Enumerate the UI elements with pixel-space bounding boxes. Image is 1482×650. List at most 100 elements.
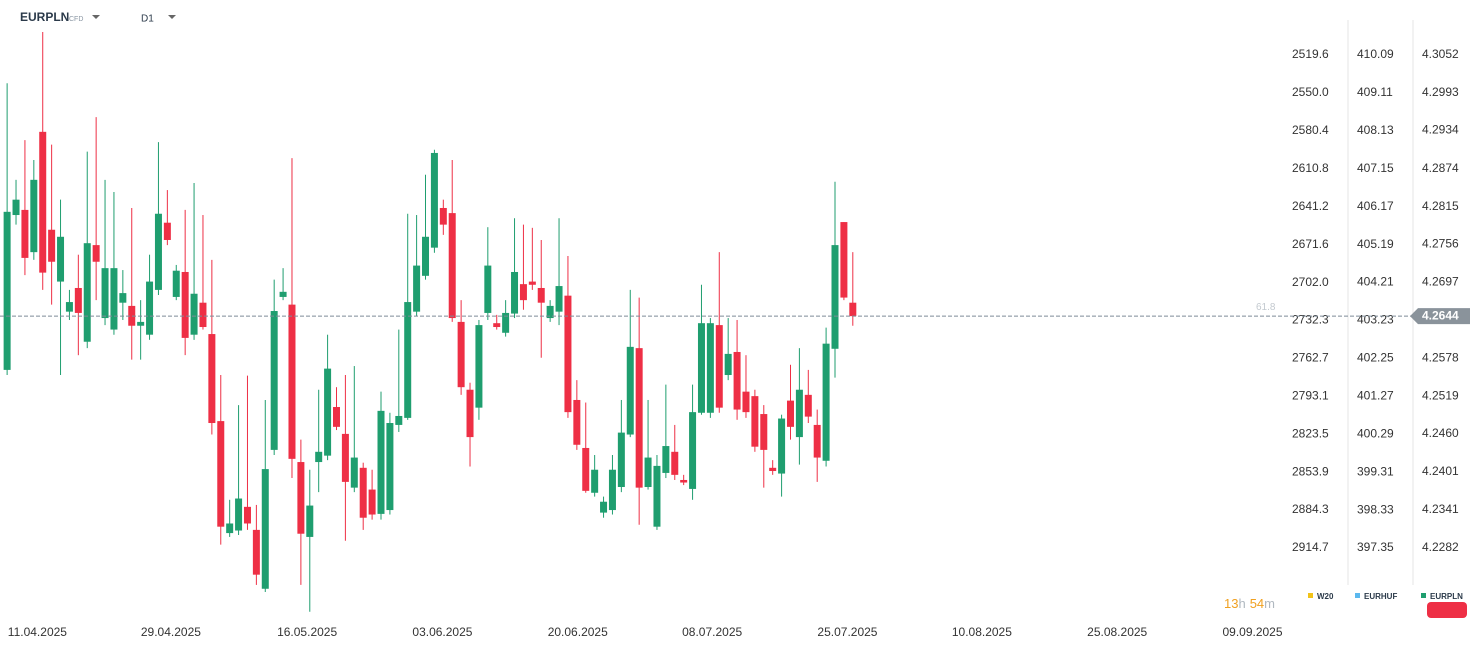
candle-body [528,281,536,285]
x-tick-label: 10.08.2025 [952,625,1012,639]
candle-body [181,271,189,338]
candle-body [760,414,768,450]
y-tick-label: 406.17 [1357,199,1394,213]
candle-body [199,302,207,328]
candle-body [662,446,670,473]
y-tick-label: 4.2341 [1422,502,1459,516]
candle-body [786,400,794,427]
x-tick-label: 29.04.2025 [141,625,201,639]
candle-body [83,243,91,342]
candle-body [74,287,82,313]
price-badge [1410,308,1470,325]
candle-body [386,423,394,511]
y-tick-label: 400.29 [1357,426,1394,440]
candle-body [315,451,323,463]
button[interactable] [1427,602,1467,618]
interval-dropdown[interactable] [168,15,176,19]
candle-body [493,323,501,328]
y-tick-label: 4.2697 [1422,274,1459,288]
y-tick-label: 2884.3 [1292,502,1329,516]
y-tick-label: 397.35 [1357,540,1394,554]
y-tick-label: 2550.0 [1292,85,1329,99]
y-tick-label: 405.19 [1357,237,1394,251]
candle-body [546,305,554,319]
candle-body [208,334,216,424]
timer-part: 54 [1250,596,1264,611]
candle-body [617,432,625,488]
candle-body [395,415,403,425]
timer: 13h 54m [1224,596,1275,611]
legend-label: EURHUF [1364,592,1397,601]
candle-body [226,523,234,534]
candle-body [626,346,634,435]
y-tick-label: 4.2993 [1422,85,1459,99]
candle-body [680,479,688,483]
candle-body [484,265,492,313]
level-label: 61.8 [1256,302,1276,313]
candle-body [137,321,145,326]
candle-body [288,304,296,459]
candle-body [252,529,260,575]
y-tick-label: 2823.5 [1292,426,1329,440]
candle-body [324,368,332,456]
y-tick-label: 401.27 [1357,388,1394,402]
x-tick-label: 25.07.2025 [817,625,877,639]
candle-body [644,457,652,488]
candle-body [475,325,483,408]
x-tick-label: 25.08.2025 [1087,625,1147,639]
candle-body [21,209,29,258]
candle-body [377,410,385,514]
candle-body [697,323,705,413]
candle-body [243,506,251,524]
y-tick-label: 404.21 [1357,275,1394,289]
y-tick-label: 2519.6 [1292,47,1329,61]
y-tick-label: 4.2756 [1422,237,1459,251]
candle-body [582,447,590,491]
interval[interactable]: D1 [141,14,154,25]
candle-body [332,407,340,427]
x-tick-label: 20.06.2025 [548,625,608,639]
candle-body [404,302,412,418]
candle-body [795,389,803,438]
y-tick-label: 2762.7 [1292,351,1329,365]
candle-body [110,268,118,330]
legend-label: EURPLN [1430,592,1463,601]
candle-body [65,302,73,312]
candle-body [306,505,314,537]
y-tick-label: 4.2401 [1422,464,1459,478]
x-tick-label: 08.07.2025 [682,625,742,639]
candle-body [101,268,109,319]
candle-body [813,424,821,458]
candle-body [769,467,777,472]
y-tick-label: 399.31 [1357,464,1394,478]
y-tick-label: 2702.0 [1292,275,1329,289]
candle-body [822,343,830,461]
candle-body [235,498,243,531]
y-tick-label: 409.11 [1357,85,1393,99]
candle-body [297,462,305,534]
candle-body [39,131,47,273]
candle-body [653,465,661,527]
candle-body [261,469,269,589]
symbol-dropdown[interactable] [92,15,100,19]
candle-body [555,286,563,312]
candle-body [591,469,599,493]
candle-body [128,305,136,326]
instrument-type: CFD [69,16,83,23]
y-tick-label: 2853.9 [1292,464,1329,478]
symbol[interactable]: EURPLN [20,10,69,24]
x-tick-label: 09.09.2025 [1222,625,1282,639]
candle-body [466,389,474,438]
y-tick-label: 4.2282 [1422,540,1459,554]
candle-body [413,265,421,312]
candle-body [448,213,456,319]
candle-body [190,293,198,335]
x-tick-label: 16.05.2025 [277,625,337,639]
candle-body [778,418,786,474]
candle-body [439,207,447,225]
y-tick-label: 4.2578 [1422,351,1459,365]
y-tick-label: 407.15 [1357,161,1394,175]
y-tick-label: 4.2934 [1422,123,1459,137]
timer-part: m [1264,596,1275,611]
